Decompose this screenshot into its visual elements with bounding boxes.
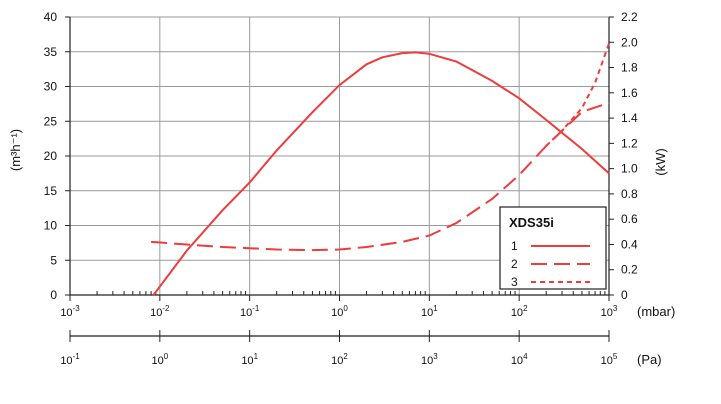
right-tick-label: 1.6 — [621, 86, 638, 100]
left-tick-label: 5 — [50, 253, 57, 267]
legend-label-3: 3 — [511, 275, 518, 289]
right-tick-label: 1.4 — [621, 111, 638, 125]
left-tick-label: 35 — [44, 45, 58, 59]
right-tick-label: 0 — [621, 288, 628, 302]
pa-tick-label: 101 — [241, 352, 258, 367]
legend: XDS35i 1 2 3 — [499, 206, 607, 290]
pa-tick-label: 105 — [601, 352, 618, 367]
pa-tick-label: 102 — [331, 352, 348, 367]
left-tick-label: 10 — [44, 219, 58, 233]
left-axis-label: (m³h⁻¹) — [8, 129, 23, 171]
pa-tick-label: 100 — [151, 352, 168, 367]
mbar-tick-label: 10-1 — [240, 304, 260, 319]
pa-tick-label: 103 — [421, 352, 438, 367]
legend-label-2: 2 — [511, 257, 518, 271]
left-tick-label: 25 — [44, 114, 58, 128]
mbar-tick-label: 101 — [421, 304, 438, 319]
series-group — [151, 43, 610, 296]
legend-label-1: 1 — [511, 239, 518, 253]
right-axis: 0 0.2 0.4 0.6 0.8 1.0 1.2 1.4 1.6 1.8 2.0 2.2 — [609, 10, 638, 302]
pa-axis: 10-1 100 101 102 103 104 105 — [60, 330, 618, 367]
series-line-3 — [545, 43, 610, 147]
legend-title: XDS35i — [509, 215, 554, 230]
right-tick-label: 1.8 — [621, 61, 638, 75]
grid — [69, 16, 610, 296]
mbar-tick-label: 10-2 — [150, 304, 170, 319]
right-tick-label: 1.0 — [621, 162, 638, 176]
mbar-axis: 10-3 10-2 10-1 100 101 102 103 — [60, 291, 618, 319]
left-tick-label: 40 — [44, 10, 58, 24]
pa-tick-label: 104 — [511, 352, 528, 367]
left-tick-label: 15 — [44, 184, 58, 198]
right-tick-label: 2.0 — [621, 35, 638, 49]
mbar-tick-label: 103 — [601, 304, 618, 319]
left-tick-label: 30 — [44, 80, 58, 94]
right-tick-label: 0.2 — [621, 263, 638, 277]
pa-tick-label: 10-1 — [60, 352, 80, 367]
mbar-tick-label: 100 — [331, 304, 348, 319]
right-tick-label: 0.8 — [621, 187, 638, 201]
mbar-tick-label: 102 — [511, 304, 528, 319]
mbar-unit-label: (mbar) — [637, 304, 675, 319]
series-line-1 — [152, 51, 610, 296]
right-tick-label: 1.2 — [621, 136, 638, 150]
right-tick-label: 0.4 — [621, 237, 638, 251]
right-tick-label: 0.6 — [621, 212, 638, 226]
mbar-tick-label: 10-3 — [60, 304, 80, 319]
left-axis: 0 5 10 15 20 25 30 35 40 — [44, 10, 70, 302]
legend-box — [499, 206, 607, 290]
left-tick-label: 0 — [50, 288, 57, 302]
pa-unit-label: (Pa) — [637, 352, 662, 367]
right-tick-label: 2.2 — [621, 10, 638, 24]
left-tick-label: 20 — [44, 149, 58, 163]
right-axis-label: (kW) — [653, 148, 668, 175]
series-line-2 — [151, 101, 610, 252]
